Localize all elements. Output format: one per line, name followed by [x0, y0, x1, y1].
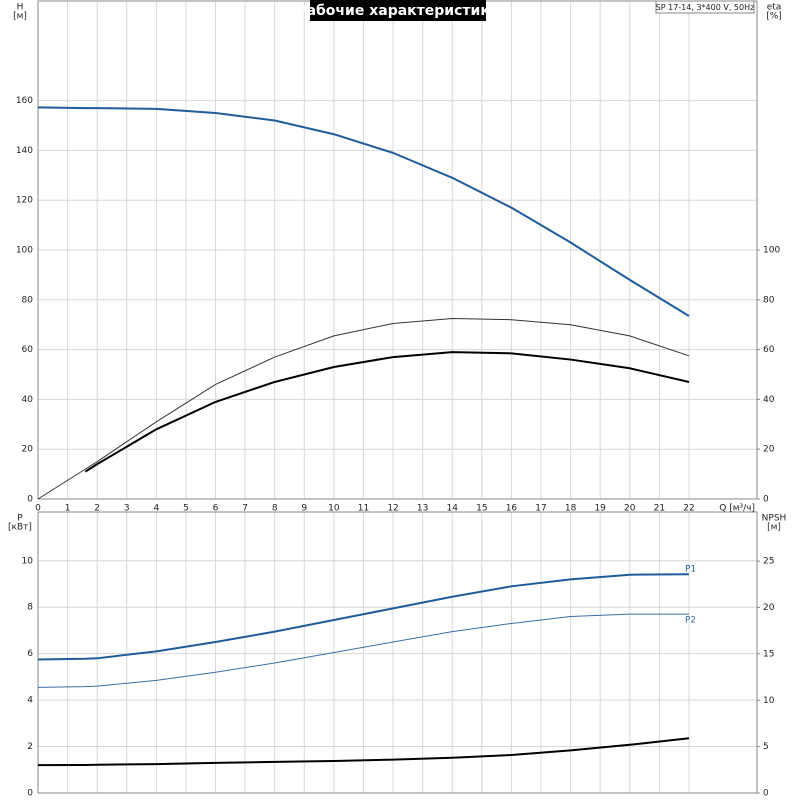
x-tick-label: 6	[213, 504, 219, 514]
y-tick-label: 40	[22, 395, 34, 405]
y2-tick-label: 20	[763, 445, 775, 455]
y-tick-label: 120	[16, 196, 33, 206]
series-label: P1	[685, 565, 696, 575]
y-tick-label: 8	[27, 603, 33, 613]
series-label: P2	[685, 616, 696, 626]
x-tick-label: 16	[506, 504, 518, 514]
y2-tick-label: 60	[763, 345, 775, 355]
x-tick-label: 20	[624, 504, 636, 514]
x-tick-label: 2	[94, 504, 100, 514]
y-axis-unit: [кВт]	[8, 523, 32, 533]
y-tick-label: 80	[22, 295, 34, 305]
series-line	[84, 351, 690, 473]
x-tick-label: 7	[242, 504, 248, 514]
y-tick-label: 60	[22, 345, 34, 355]
x-tick-label: 9	[301, 504, 307, 514]
y-tick-label: 10	[22, 556, 34, 566]
y-tick-label: 20	[22, 445, 34, 455]
y-tick-label: 4	[27, 696, 33, 706]
x-tick-label: 22	[683, 504, 694, 514]
y-tick-label: 140	[16, 146, 33, 156]
chart-subtitle: SP 17-14, 3*400 V, 50Hz	[656, 3, 755, 12]
x-tick-label: 21	[654, 504, 665, 514]
x-tick-label: 17	[535, 504, 546, 514]
x-tick-label: 19	[594, 504, 606, 514]
x-axis-label: Q [м³/ч]	[719, 504, 755, 514]
x-tick-label: 15	[476, 504, 487, 514]
x-tick-label: 18	[565, 504, 577, 514]
x-tick-label: 4	[153, 504, 159, 514]
y2-tick-label: 0	[763, 495, 769, 505]
y2-tick-label: 100	[763, 246, 780, 256]
y2-axis-label: NPSH	[762, 514, 787, 524]
y2-tick-label: 40	[763, 395, 775, 405]
series-line	[37, 613, 689, 688]
x-tick-label: 11	[358, 504, 369, 514]
chart-title: Рабочие характеристики	[296, 3, 499, 19]
subtitle-box	[655, 0, 755, 14]
y2-tick-label: 10	[763, 696, 775, 706]
y-tick-label: 0	[27, 495, 33, 505]
series-line	[37, 573, 689, 661]
series-line	[37, 737, 690, 767]
x-tick-label: 14	[447, 504, 459, 514]
y2-tick-label: 20	[763, 603, 775, 613]
title-box	[310, 0, 486, 21]
y2-tick-label: 15	[763, 649, 774, 659]
x-tick-label: 5	[183, 504, 189, 514]
x-tick-label: 10	[328, 504, 340, 514]
y2-axis-label: eta	[767, 3, 782, 13]
y-tick-label: 100	[16, 246, 33, 256]
x-tick-label: 13	[417, 504, 428, 514]
y-tick-label: 0	[27, 789, 33, 799]
x-tick-label: 0	[35, 504, 41, 514]
x-tick-label: 3	[124, 504, 130, 514]
y2-tick-label: 80	[763, 295, 775, 305]
series-line	[37, 317, 690, 500]
y2-axis-unit: [%]	[766, 12, 782, 22]
y-tick-label: 2	[27, 742, 33, 752]
series-line	[37, 106, 690, 317]
y2-axis-unit: [м]	[767, 523, 781, 533]
y2-tick-label: 0	[763, 789, 769, 799]
x-tick-label: 8	[272, 504, 278, 514]
y-tick-label: 6	[27, 649, 33, 659]
y-tick-label: 160	[16, 96, 33, 106]
x-tick-label: 12	[387, 504, 398, 514]
y-axis-unit: [м]	[13, 12, 27, 22]
plot-frame	[37, 511, 758, 794]
y2-tick-label: 5	[763, 742, 769, 752]
y2-tick-label: 25	[763, 557, 774, 567]
x-tick-label: 1	[65, 504, 71, 514]
y-axis-label: P	[17, 514, 23, 524]
y-axis-label: H	[17, 3, 24, 13]
